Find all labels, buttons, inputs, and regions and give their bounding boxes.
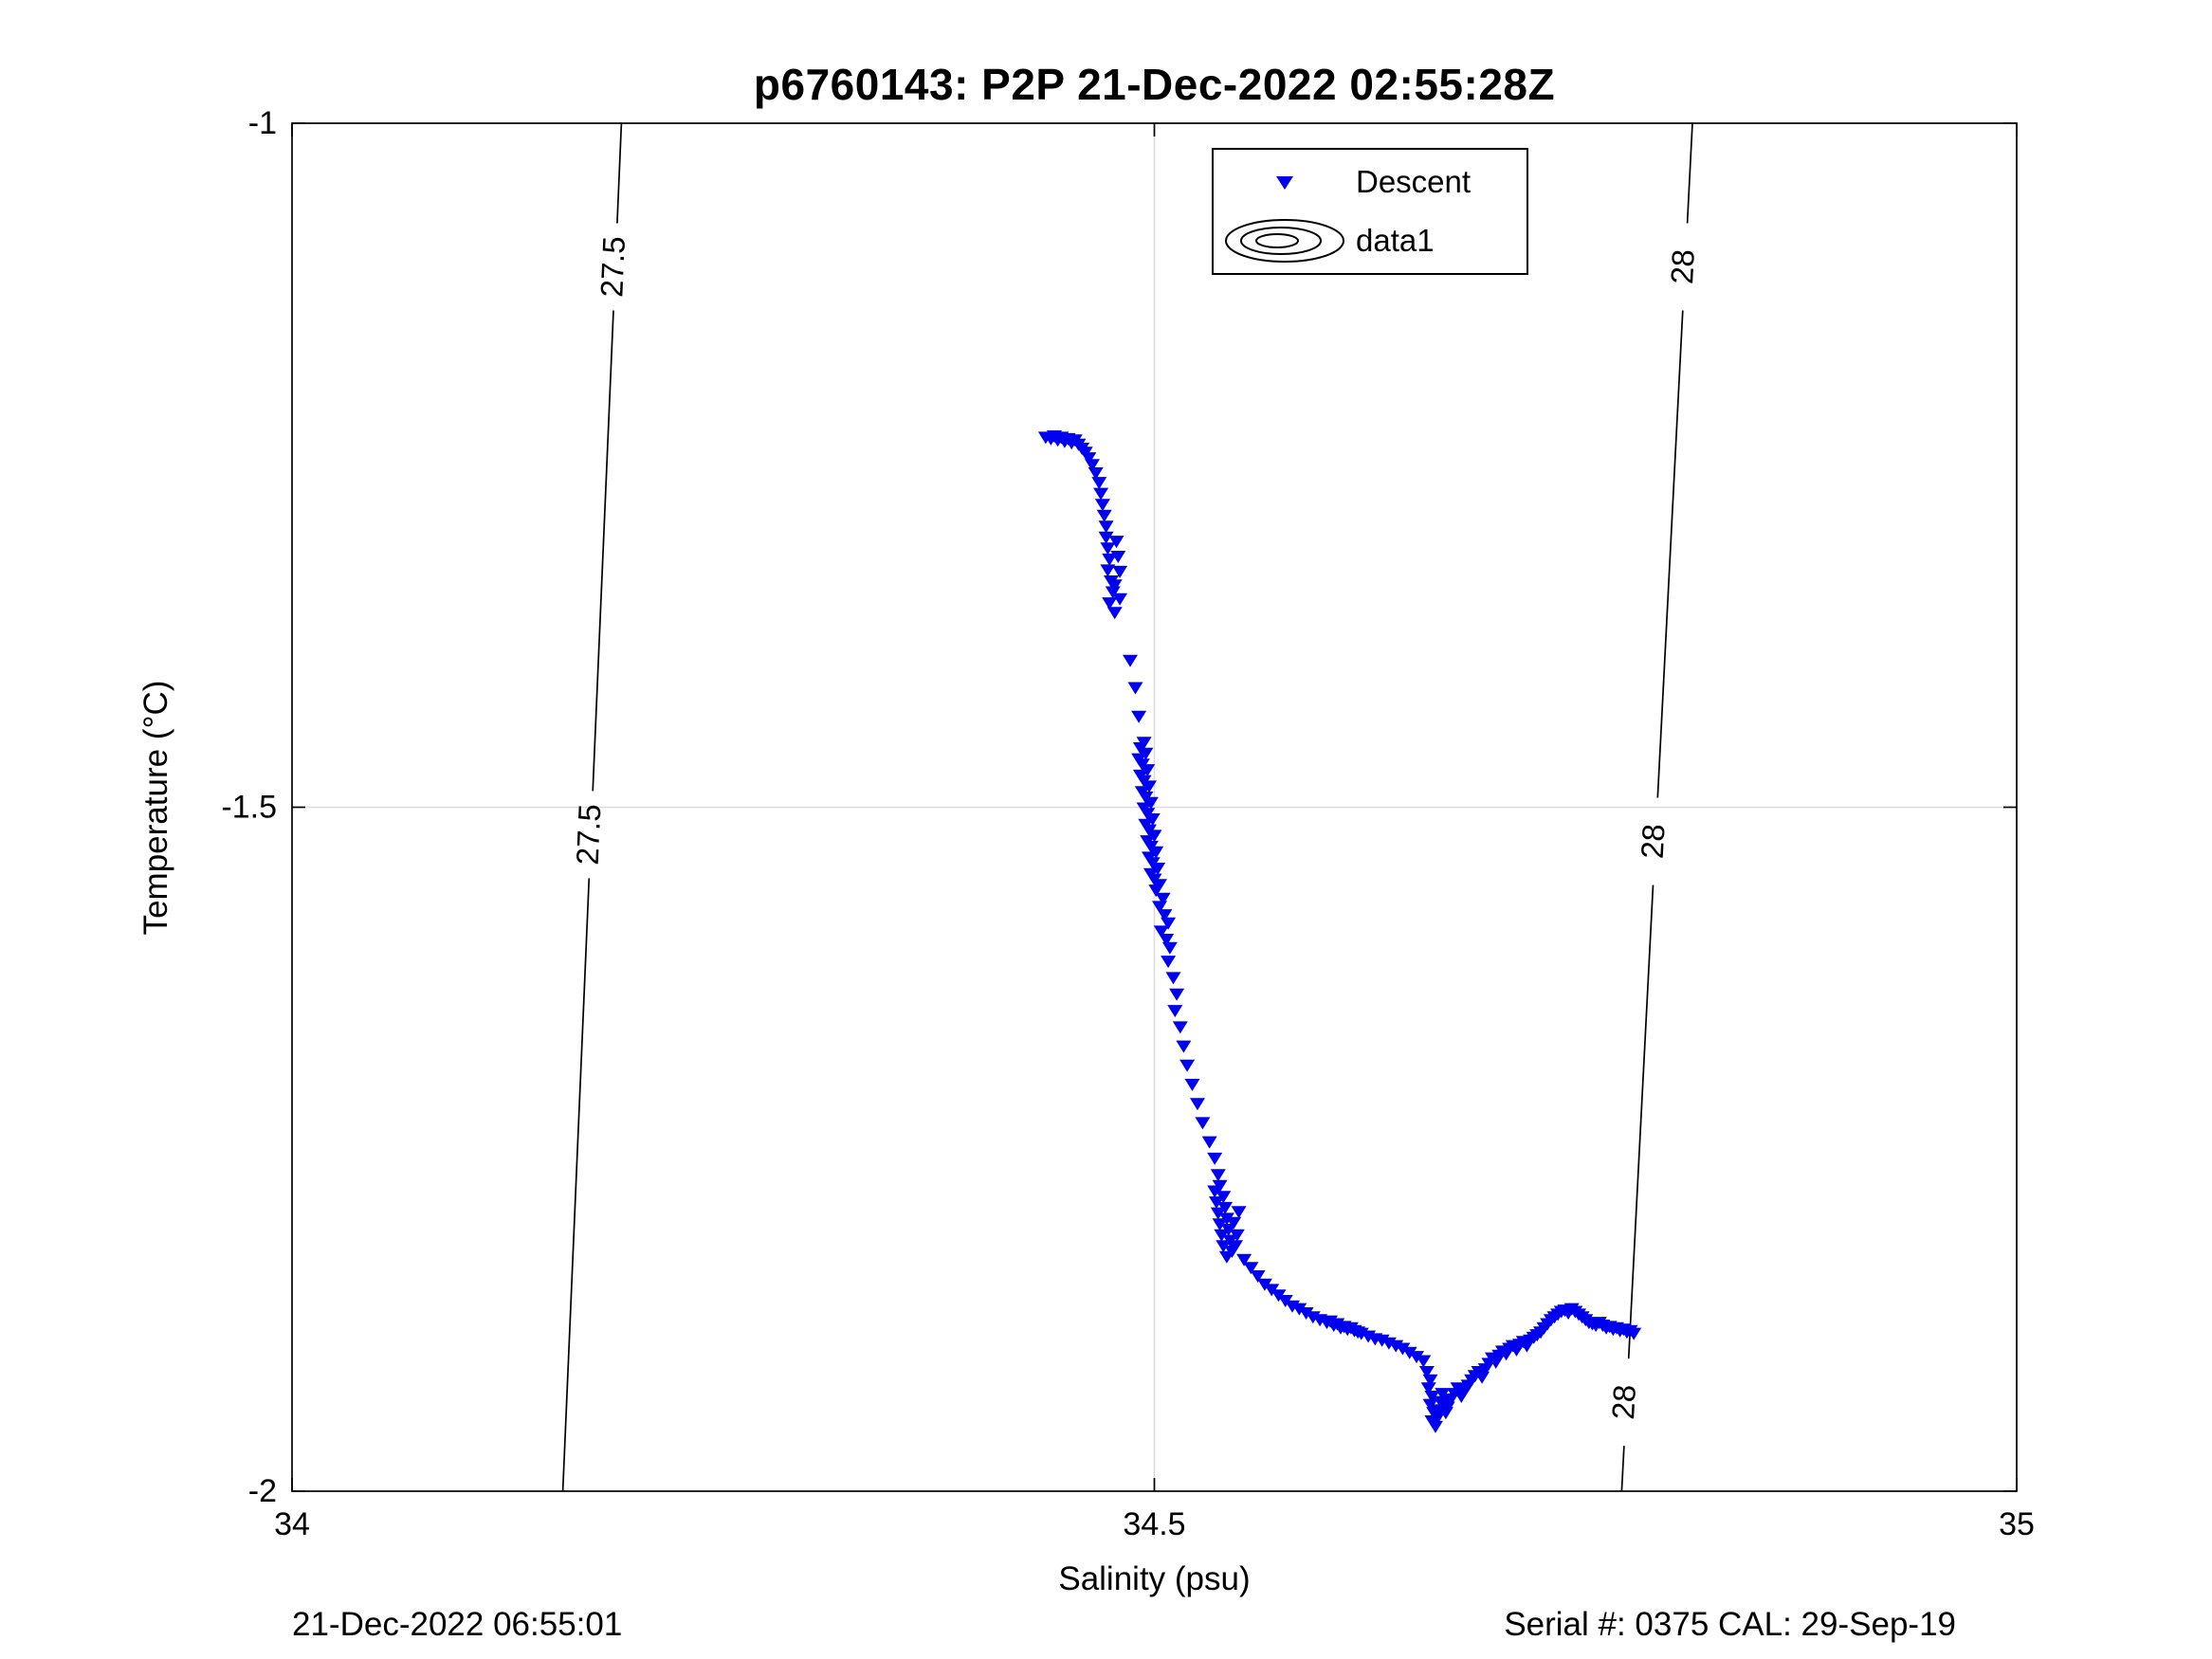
contour-28: 28 28 28 (1605, 122, 1701, 1492)
descent-triangle-icon (1214, 171, 1356, 193)
x-tick-label: 34.5 (1123, 1506, 1185, 1542)
x-tick-label: 35 (1999, 1506, 2035, 1542)
contour-label: 28 (1635, 823, 1672, 860)
legend-label-descent: Descent (1356, 164, 1472, 199)
scatter-descent (1037, 430, 1642, 1433)
contour-label: 27.5 (570, 803, 608, 866)
contour-label: 27.5 (594, 235, 631, 298)
y-tick-label: -1 (248, 105, 277, 141)
y-tick-label: -1.5 (221, 790, 277, 826)
contour-rings-icon (1214, 216, 1356, 265)
x-tick-label: 34 (274, 1506, 310, 1542)
x-axis-label: Salinity (psu) (1058, 1560, 1251, 1597)
legend-item-data1: data1 (1214, 211, 1526, 270)
legend-label-data1: data1 (1356, 223, 1435, 258)
y-axis-label: Temperature (°C) (137, 680, 174, 936)
footer-serial-cal: Serial #: 0375 CAL: 29-Sep-19 (1504, 1606, 1956, 1643)
legend-item-descent: Descent (1214, 153, 1526, 211)
axis-ticks: 34 34.5 35 -1 -1.5 -2 (221, 105, 2035, 1542)
footer-timestamp: 21-Dec-2022 06:55:01 (292, 1606, 623, 1643)
legend: Descent data1 (1212, 148, 1528, 275)
gridlines (292, 123, 2017, 1491)
plot-title: p6760143: P2P 21-Dec-2022 02:55:28Z (753, 60, 1556, 109)
contour-label: 28 (1605, 1384, 1642, 1421)
contour-27.5: 27.5 27.5 (561, 122, 631, 1492)
y-tick-label: -2 (248, 1473, 277, 1509)
contour-label: 28 (1664, 248, 1701, 285)
